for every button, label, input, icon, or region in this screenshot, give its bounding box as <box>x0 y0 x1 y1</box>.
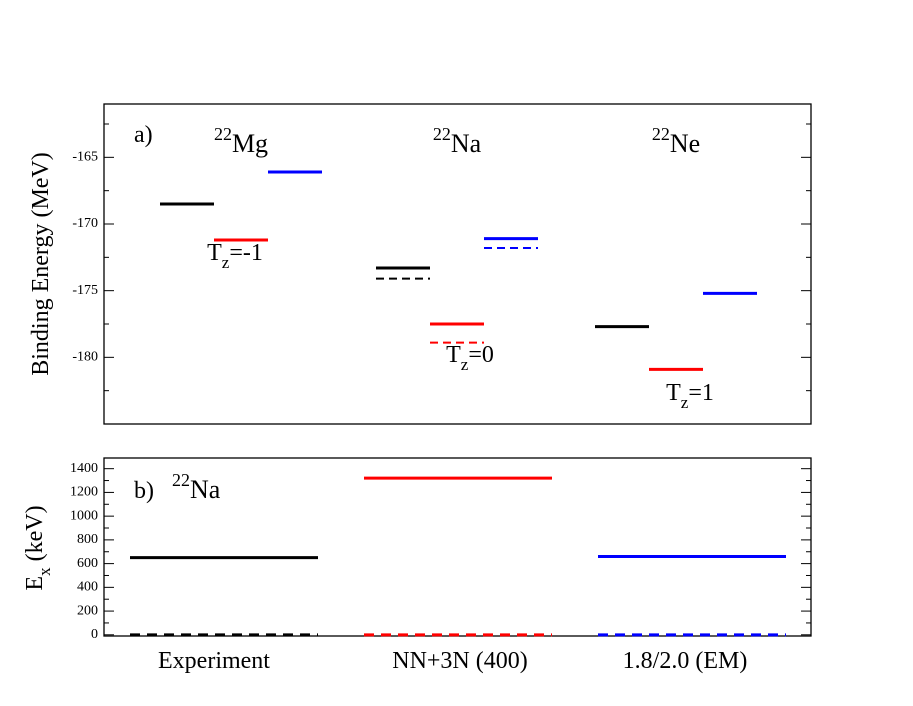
y-tick-label: 1000 <box>70 508 98 523</box>
y-tick-label: -175 <box>72 283 98 298</box>
y-axis-title-part: (keV) <box>22 505 48 567</box>
y-tick-label: 1200 <box>70 485 98 500</box>
nucleus-label: 22Na <box>172 470 221 504</box>
isospin-label-part: z <box>461 355 469 374</box>
y-axis-title-part: x <box>35 567 54 576</box>
isospin-label: Tz=1 <box>666 380 714 412</box>
panel-a-frame <box>103 103 812 425</box>
nucleus-label: 22Na <box>433 124 482 158</box>
nucleus-label-part: 22 <box>433 124 451 144</box>
y-tick-label: 200 <box>77 603 98 618</box>
isospin-label: Tz=0 <box>446 342 494 374</box>
y-tick-label: -170 <box>72 216 98 231</box>
x-tick-label: NN+3N (400) <box>392 648 528 674</box>
nucleus-label-part: Na <box>451 129 482 158</box>
isospin-label-part: z <box>222 253 230 272</box>
y-tick-label: 1400 <box>70 461 98 476</box>
panel-label: b) <box>134 478 154 504</box>
isospin-label-part: z <box>681 393 689 412</box>
y-tick-label: 0 <box>91 627 98 642</box>
y-axis-title: Binding Energy (MeV) <box>28 152 54 376</box>
nucleus-label-part: 22 <box>214 124 232 144</box>
x-tick-label: 1.8/2.0 (EM) <box>623 648 748 674</box>
y-tick-label: 600 <box>77 556 98 571</box>
nucleus-label-part: 22 <box>652 124 670 144</box>
x-tick-label: Experiment <box>158 648 270 674</box>
isospin-label-part: =-1 <box>229 240 263 266</box>
panel-label: a) <box>134 122 153 148</box>
isospin-label: Tz=-1 <box>207 240 263 272</box>
nucleus-label: 22Ne <box>652 124 700 158</box>
y-tick-label: 400 <box>77 580 98 595</box>
isospin-label-part: T <box>666 380 681 406</box>
nucleus-label-part: Mg <box>232 129 268 158</box>
nucleus-label-part: 22 <box>172 470 190 490</box>
y-tick-label: -165 <box>72 150 98 165</box>
isospin-label-part: =0 <box>468 342 494 368</box>
nucleus-label: 22Mg <box>214 124 268 158</box>
y-tick-label: 800 <box>77 532 98 547</box>
nucleus-label-part: Ne <box>670 129 700 158</box>
y-tick-label: -180 <box>72 350 98 365</box>
y-axis-title-part: E <box>22 576 48 591</box>
nucleus-label-part: Na <box>190 475 221 504</box>
isospin-label-part: T <box>207 240 222 266</box>
isospin-label-part: =1 <box>688 380 714 406</box>
y-axis-title: Ex (keV) <box>22 505 54 590</box>
isospin-label-part: T <box>446 342 461 368</box>
